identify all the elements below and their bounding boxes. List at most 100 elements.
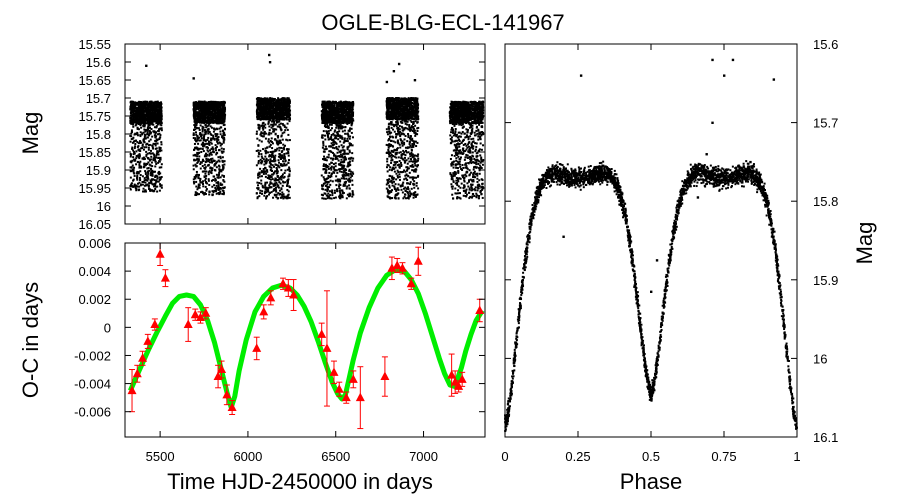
magnitude-point xyxy=(277,140,280,143)
magnitude-point xyxy=(195,121,198,124)
magnitude-point xyxy=(149,158,152,161)
magnitude-point xyxy=(194,113,197,116)
magnitude-point xyxy=(133,174,136,177)
magnitude-point xyxy=(215,116,218,119)
magnitude-point xyxy=(333,104,336,107)
magnitude-point xyxy=(195,123,198,126)
magnitude-point xyxy=(154,132,157,135)
magnitude-point xyxy=(278,98,281,101)
magnitude-point xyxy=(279,141,282,144)
magnitude-point xyxy=(152,102,155,105)
magnitude-point xyxy=(201,148,204,151)
magnitude-point xyxy=(131,164,134,167)
magnitude-point xyxy=(268,109,271,112)
magnitude-point xyxy=(160,109,163,112)
magnitude-point xyxy=(351,183,354,186)
magnitude-point xyxy=(343,170,346,173)
magnitude-point xyxy=(144,163,147,166)
magnitude-point xyxy=(324,180,327,183)
magnitude-point xyxy=(139,178,142,181)
magnitude-point xyxy=(285,163,288,166)
magnitude-point xyxy=(264,123,267,126)
magnitude-point xyxy=(218,114,221,117)
magnitude-point xyxy=(282,156,285,159)
magnitude-point xyxy=(207,136,210,139)
magnitude-point xyxy=(132,117,135,120)
magnitude-point xyxy=(259,117,262,120)
magnitude-point xyxy=(326,132,329,135)
magnitude-point xyxy=(345,187,348,190)
magnitude-point xyxy=(273,104,276,107)
magnitude-point xyxy=(332,113,335,116)
magnitude-point xyxy=(349,104,352,107)
magnitude-point xyxy=(157,121,160,124)
magnitude-point xyxy=(195,133,198,136)
magnitude-point xyxy=(334,162,337,165)
magnitude-point xyxy=(153,118,156,121)
magnitude-point xyxy=(278,146,281,149)
magnitude-point xyxy=(278,142,281,145)
magnitude-point xyxy=(273,120,276,123)
magnitude-point xyxy=(335,119,338,122)
magnitude-point xyxy=(141,183,144,186)
magnitude-point xyxy=(266,97,269,100)
magnitude-point xyxy=(276,117,279,120)
magnitude-point xyxy=(198,115,201,118)
magnitude-point xyxy=(145,111,148,114)
magnitude-point xyxy=(260,171,263,174)
magnitude-point xyxy=(221,156,224,159)
magnitude-point xyxy=(275,164,278,167)
magnitude-point xyxy=(325,177,328,180)
magnitude-point xyxy=(199,147,202,150)
magnitude-point xyxy=(198,133,201,136)
magnitude-point xyxy=(203,155,206,158)
magnitude-point xyxy=(200,100,203,103)
magnitude-point xyxy=(338,116,341,119)
magnitude-point xyxy=(266,112,269,115)
magnitude-point xyxy=(279,116,282,119)
magnitude-point xyxy=(192,164,195,167)
magnitude-point xyxy=(333,189,336,192)
magnitude-point xyxy=(210,142,213,145)
magnitude-point xyxy=(333,143,336,146)
magnitude-point xyxy=(348,111,351,114)
magnitude-point xyxy=(160,119,163,122)
magnitude-point xyxy=(202,105,205,108)
magnitude-point xyxy=(285,148,288,151)
magnitude-point xyxy=(143,125,146,128)
magnitude-point xyxy=(195,102,198,105)
magnitude-point xyxy=(268,125,271,128)
magnitude-point xyxy=(280,109,283,112)
magnitude-point xyxy=(331,151,334,154)
magnitude-point xyxy=(262,148,265,151)
magnitude-point xyxy=(213,189,216,192)
magnitude-point xyxy=(205,157,208,160)
magnitude-point xyxy=(208,142,211,145)
magnitude-point xyxy=(150,155,153,158)
magnitude-point xyxy=(220,119,223,122)
magnitude-point xyxy=(206,102,209,105)
magnitude-point xyxy=(329,150,332,153)
magnitude-point xyxy=(157,133,160,136)
magnitude-point xyxy=(346,193,349,196)
magnitude-point xyxy=(333,130,336,133)
magnitude-point xyxy=(219,155,222,158)
magnitude-point xyxy=(212,136,215,139)
magnitude-point xyxy=(150,101,153,104)
magnitude-point xyxy=(340,177,343,180)
magnitude-point xyxy=(327,174,330,177)
magnitude-point xyxy=(324,148,327,151)
magnitude-point xyxy=(347,162,350,165)
magnitude-point xyxy=(346,146,349,149)
magnitude-point xyxy=(216,108,219,111)
magnitude-point xyxy=(194,117,197,120)
magnitude-point xyxy=(217,120,220,123)
magnitude-point xyxy=(211,193,214,196)
magnitude-point xyxy=(322,144,325,147)
magnitude-point xyxy=(256,181,259,184)
magnitude-point xyxy=(340,121,343,124)
magnitude-point xyxy=(268,186,271,189)
magnitude-point xyxy=(221,168,224,171)
magnitude-point xyxy=(343,169,346,172)
magnitude-point xyxy=(145,122,148,125)
